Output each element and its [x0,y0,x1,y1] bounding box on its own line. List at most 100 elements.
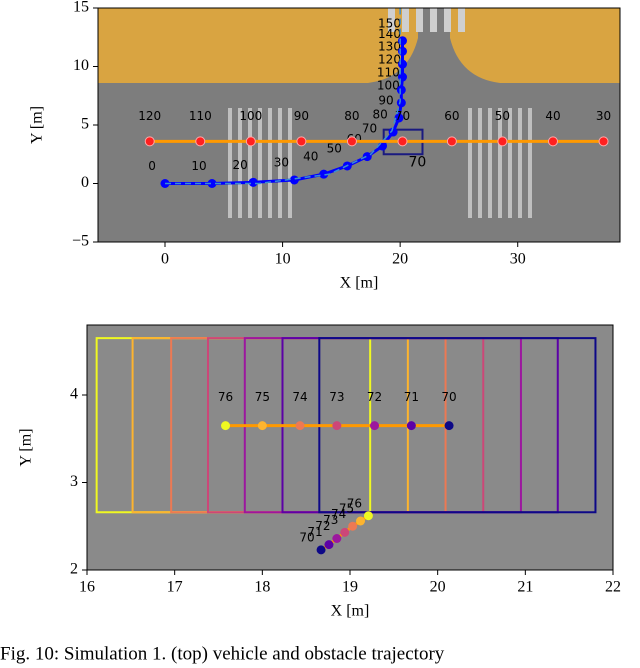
y-axis-label: Y [m] [18,428,35,466]
trajectory-point [195,136,206,147]
trajectory-point [332,534,342,543]
trajectory-point [363,511,373,521]
crosswalk [402,8,409,32]
x-tick-label: 10 [275,251,291,268]
trajectory-point [398,72,407,82]
y-tick-label: 3 [70,473,78,490]
trajectory-point [207,179,217,188]
point-label: 130 [378,40,401,54]
trajectory-point [248,177,258,187]
point-label: 73 [323,513,338,527]
point-label: 70 [441,390,456,404]
trajectory-point [396,98,406,108]
point-label: 70 [299,530,314,544]
trajectory-point [257,421,267,431]
point-label: 40 [545,109,560,123]
crosswalk [416,8,423,32]
trajectory-point [356,516,366,526]
crosswalk [228,108,232,218]
crosswalk [478,108,482,218]
plot-area: 7001020304050607080901001101201301401501… [98,8,620,242]
sidewalk [98,8,418,83]
x-tick-label: 19 [342,579,358,596]
point-label: 50 [327,141,342,155]
trajectory-line [165,40,404,185]
trajectory-point [221,421,231,431]
crosswalk [248,108,252,218]
trajectory-point [398,46,407,56]
x-tick-label: 20 [392,251,408,268]
crosswalk [488,108,492,218]
point-label: 75 [339,502,354,516]
crosswalk [444,8,451,32]
trajectory-point [144,136,155,147]
crosswalk [388,8,395,32]
background [87,325,613,570]
trajectory-point [370,421,380,431]
trajectory-point [324,540,334,550]
point-label: 90 [294,109,309,123]
trajectory-line [165,8,401,185]
trajectory-point [362,152,372,162]
point-label: 90 [378,93,393,107]
point-label: 76 [347,496,362,510]
y-tick-label: 15 [73,0,89,16]
trajectory-point [332,421,342,431]
x-axis-label: X [m] [331,603,370,620]
trajectory-point [378,141,388,151]
point-label: 73 [329,390,344,404]
point-label: 75 [255,390,270,404]
y-tick-label: 5 [81,116,89,133]
point-label: 110 [189,109,212,123]
trajectory-point [340,527,350,537]
trajectory-point [444,421,454,431]
x-tick-label: 20 [430,579,446,596]
point-label: 72 [367,390,382,404]
trajectory-point [316,545,326,555]
point-label: 120 [138,109,161,123]
crosswalk [278,108,282,218]
trajectory-point [398,59,407,69]
y-tick-label: 10 [73,57,89,74]
point-label: 140 [378,27,401,41]
trajectory-point [295,421,305,431]
crosswalk [528,108,532,218]
sidewalk [450,8,620,83]
point-label: 110 [377,65,400,79]
crosswalk [508,108,512,218]
trajectory-point [348,521,358,531]
point-label: 60 [444,109,459,123]
point-label: 120 [378,53,401,67]
y-tick-label: 4 [70,386,78,403]
trajectory-point [397,136,408,147]
trajectory-point [245,136,256,147]
trajectory-point [346,136,357,147]
y-tick-label: 2 [70,561,78,578]
point-label: 71 [404,390,419,404]
point-label: 74 [292,390,307,404]
y-axis-label: Y [m] [29,106,46,144]
crosswalk [458,8,465,32]
point-label: 76 [218,390,233,404]
x-tick-label: 0 [161,251,169,268]
caption: Fig. 10: Simulation 1. (top) vehicle and… [0,643,445,664]
point-label: 150 [378,16,401,30]
y-tick-label: 0 [81,174,89,191]
trajectory-point [396,85,406,95]
point-label: 30 [274,155,289,169]
crosswalk [498,108,502,218]
crosswalk [258,108,262,218]
box-label: 70 [408,154,426,170]
trajectory-point [446,136,457,147]
point-label: 70 [395,109,410,123]
point-label: 80 [372,108,387,122]
x-axis-label: X [m] [340,275,379,292]
trajectory-point [547,136,558,147]
trajectory-point [394,113,404,123]
point-label: 74 [331,507,346,521]
crosswalk [468,108,472,218]
crosswalk [268,108,272,218]
crosswalk [518,108,522,218]
trajectory-point [319,169,329,179]
